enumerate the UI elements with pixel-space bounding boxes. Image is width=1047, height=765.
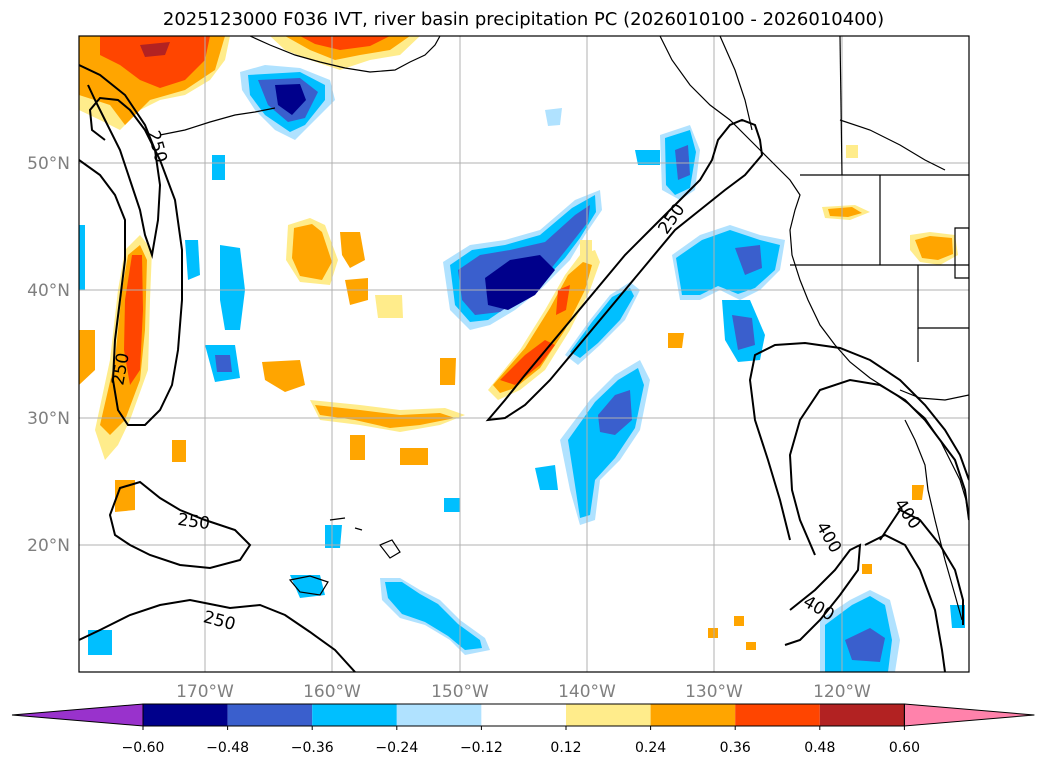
colorbar-tick-label: −0.36	[291, 740, 334, 756]
colorbar-tick-label: −0.48	[206, 740, 249, 756]
colorbar-segment	[312, 704, 397, 726]
shaded-anomalies	[79, 36, 965, 672]
lon-label: 120°W	[813, 682, 871, 702]
colorbar-tick-label: 0.12	[550, 740, 581, 756]
colorbar-segment	[143, 704, 228, 726]
contour-label: 250	[176, 510, 211, 534]
colorbar-segment	[481, 704, 566, 726]
lon-label: 150°W	[431, 682, 489, 702]
lon-label: 140°W	[558, 682, 616, 702]
lon-label: 160°W	[303, 682, 361, 702]
colorbar-segment	[566, 704, 651, 726]
colorbar-tick-label: 0.60	[889, 740, 920, 756]
lat-label: 20°N	[27, 536, 70, 556]
colorbar-labels: −0.60 −0.48 −0.36 −0.24 −0.12 0.12 0.24 0.36 0.4…	[122, 726, 920, 756]
map-frame	[78, 35, 970, 673]
colorbar-segment	[735, 704, 820, 726]
colorbar-tick-label: −0.24	[375, 740, 418, 756]
colorbar-tick-label: 0.48	[804, 740, 835, 756]
colorbar-outline	[142, 703, 905, 727]
colorbar-segment	[227, 704, 313, 726]
latitude-labels: 50°N 40°N 30°N 20°N	[27, 154, 70, 556]
colorbar-tick-label: −0.12	[460, 740, 503, 756]
lat-label: 30°N	[27, 409, 70, 429]
ivt-contours	[79, 64, 969, 672]
lon-label: 130°W	[685, 682, 743, 702]
colorbar-segment	[650, 704, 736, 726]
lat-label: 40°N	[27, 281, 70, 301]
colorbar-tick-label: 0.24	[635, 740, 666, 756]
colorbar-tick-label: −0.60	[122, 740, 165, 756]
colorbar-tick-label: 0.36	[720, 740, 751, 756]
colorbar-segment	[396, 704, 482, 726]
longitude-labels: 170°W 160°W 150°W 140°W 130°W 120°W	[176, 682, 871, 702]
graticule	[79, 36, 969, 672]
map-title: 2025123000 F036 IVT, river basin precipi…	[162, 9, 885, 30]
colorbar-extend-high	[903, 703, 1035, 727]
colorbar-segment	[819, 704, 905, 726]
colorbar	[11, 703, 1035, 727]
colorbar-extend-low	[11, 703, 144, 727]
lon-label: 170°W	[176, 682, 234, 702]
coastlines	[159, 36, 969, 621]
lat-label: 50°N	[27, 154, 70, 174]
map-plot-area: 250 250 250 250 250 400 400 400	[79, 36, 969, 672]
